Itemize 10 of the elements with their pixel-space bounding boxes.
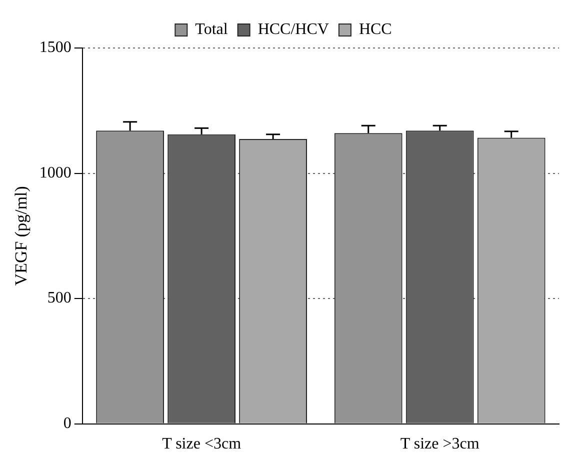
- y-tick-label: 1500: [39, 39, 72, 56]
- y-axis-title: VEGF (pg/ml): [12, 186, 31, 286]
- legend-label: HCC: [358, 21, 392, 38]
- x-tick-label: T size <3cm: [162, 436, 242, 453]
- y-tick-label: 1000: [39, 164, 72, 182]
- y-tick-label: 0: [63, 415, 72, 432]
- legend-label: Total: [195, 21, 228, 38]
- y-tick-label: 500: [47, 290, 72, 307]
- legend-label: HCC/HCV: [258, 21, 330, 38]
- x-tick-label: T size >3cm: [400, 436, 480, 453]
